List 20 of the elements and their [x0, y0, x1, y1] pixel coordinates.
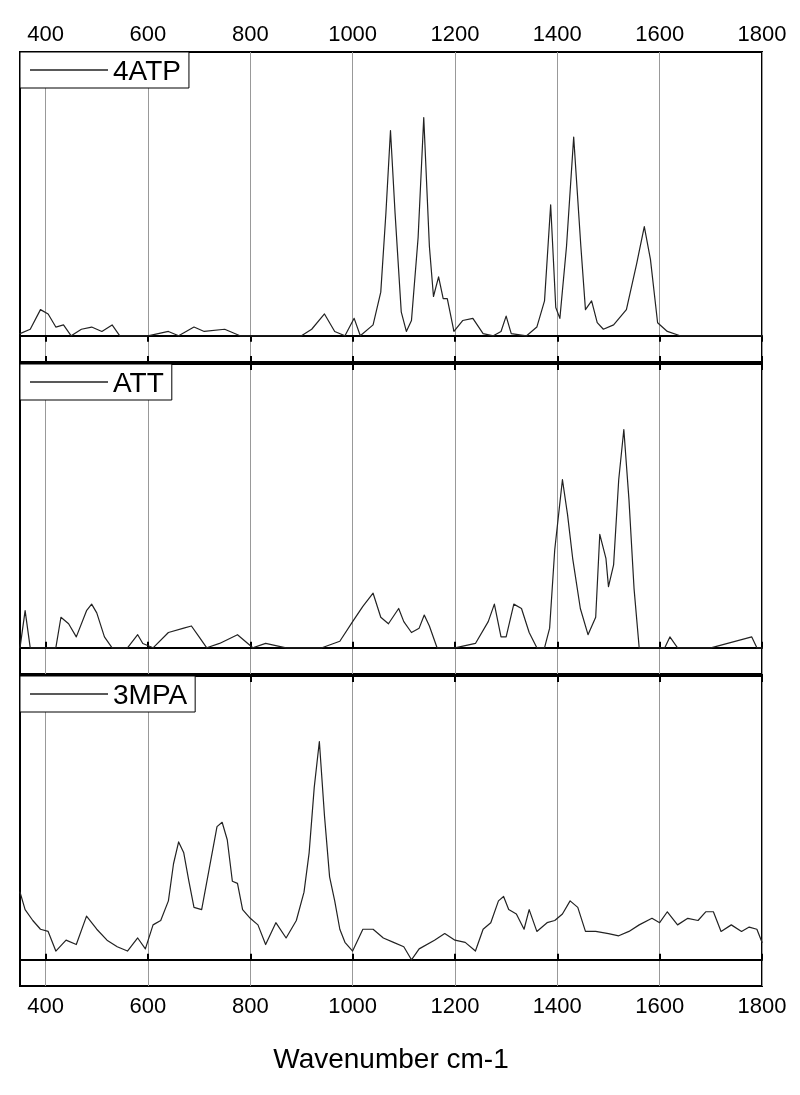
x-tick-label: 800: [231, 992, 269, 1018]
x-tick-label: 1800: [737, 20, 787, 46]
x-tick-label: 800: [231, 20, 269, 46]
x-tick-label: 1200: [430, 992, 480, 1018]
legend-label: ATT: [113, 366, 164, 398]
x-axis-title: Wavenumber cm-1: [273, 1042, 509, 1074]
x-tick-label: 400: [27, 20, 64, 46]
x-tick-label: 1600: [635, 992, 685, 1018]
x-tick-label: 600: [129, 992, 167, 1018]
x-tick-label: 1200: [430, 20, 480, 46]
x-tick-label: 1400: [532, 20, 582, 46]
x-tick-label: 1600: [635, 20, 685, 46]
x-tick-label: 600: [129, 20, 167, 46]
legend-label: 4ATP: [113, 54, 181, 86]
x-tick-label: 1000: [328, 992, 378, 1018]
x-tick-label: 1000: [328, 20, 378, 46]
x-tick-label: 1400: [532, 992, 582, 1018]
x-tick-label: 1800: [737, 992, 787, 1018]
x-tick-label: 400: [27, 992, 64, 1018]
legend-label: 3MPA: [113, 678, 188, 710]
